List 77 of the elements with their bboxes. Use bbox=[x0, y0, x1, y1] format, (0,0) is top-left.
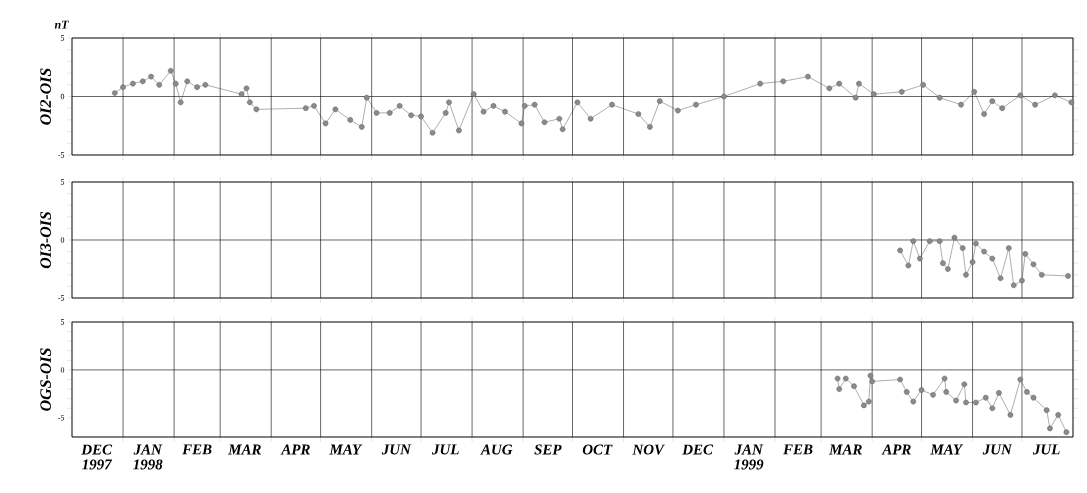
x-tick-label: MAY bbox=[329, 444, 363, 455]
point bbox=[926, 238, 933, 244]
point bbox=[959, 245, 966, 251]
point bbox=[1047, 425, 1053, 432]
point bbox=[1019, 277, 1025, 284]
point bbox=[1007, 412, 1014, 418]
point bbox=[1030, 394, 1037, 401]
x-tick-label: SEP bbox=[534, 444, 562, 455]
x-tick-label: AUG bbox=[480, 444, 513, 455]
point bbox=[940, 260, 946, 266]
point bbox=[930, 392, 936, 398]
point bbox=[982, 394, 989, 401]
x-tick-label: JUN bbox=[381, 444, 412, 455]
point bbox=[953, 397, 959, 404]
chart-title: nT bbox=[54, 20, 69, 29]
point bbox=[963, 399, 969, 406]
point bbox=[1043, 407, 1050, 413]
point bbox=[961, 381, 968, 388]
x-tick-label: DEC 1997 bbox=[81, 444, 113, 470]
x-tick-label: APR bbox=[881, 444, 911, 455]
point bbox=[1006, 245, 1012, 251]
point bbox=[836, 386, 842, 392]
point bbox=[1010, 282, 1017, 289]
point bbox=[989, 255, 996, 262]
point bbox=[869, 378, 875, 385]
x-tick-label: NOV bbox=[632, 444, 666, 455]
point bbox=[973, 240, 979, 247]
point bbox=[905, 262, 912, 269]
point bbox=[945, 266, 951, 272]
point bbox=[1063, 429, 1070, 435]
point bbox=[951, 234, 958, 241]
point bbox=[897, 247, 903, 254]
point bbox=[997, 275, 1004, 282]
point bbox=[963, 272, 969, 278]
x-tick-label: OCT bbox=[582, 444, 613, 455]
point bbox=[897, 376, 903, 383]
x-tick-label: JUN bbox=[982, 444, 1013, 455]
point bbox=[861, 402, 867, 409]
point bbox=[843, 375, 849, 382]
point bbox=[1024, 389, 1030, 395]
x-tick-label: JUL bbox=[432, 444, 459, 455]
point bbox=[989, 405, 996, 412]
x-tick-label: MAR bbox=[228, 444, 261, 455]
x-tick-label: JAN 1998 bbox=[133, 444, 163, 470]
x-tick-label: APR bbox=[280, 444, 310, 455]
point bbox=[918, 387, 925, 393]
point bbox=[903, 389, 910, 395]
point bbox=[1017, 376, 1024, 383]
point bbox=[1030, 261, 1037, 268]
point bbox=[1038, 272, 1045, 278]
point bbox=[910, 238, 917, 244]
point bbox=[910, 398, 917, 405]
point bbox=[917, 255, 923, 262]
point bbox=[866, 398, 872, 405]
point bbox=[1022, 251, 1029, 257]
point bbox=[867, 372, 874, 379]
point bbox=[936, 238, 943, 244]
x-tick-label: FEB bbox=[182, 444, 212, 455]
point bbox=[1055, 412, 1061, 418]
y-axis-title: OI2-OIS bbox=[40, 68, 51, 125]
point bbox=[981, 248, 987, 255]
point bbox=[996, 390, 1002, 396]
x-tick-label: FEB bbox=[783, 444, 813, 455]
y-axis-title: OI3-OIS bbox=[40, 211, 51, 269]
point bbox=[851, 383, 857, 389]
x-tick-label: JUL bbox=[1032, 444, 1060, 455]
x-tick-label: MAY bbox=[930, 444, 964, 455]
x-tick-label: JAN 1999 bbox=[734, 444, 764, 470]
point bbox=[943, 389, 950, 395]
point bbox=[973, 399, 979, 406]
point bbox=[834, 375, 841, 382]
point bbox=[941, 375, 948, 382]
x-tick-label: MAR bbox=[828, 444, 862, 455]
point bbox=[1065, 273, 1071, 279]
y-axis-title: OGS-OIS bbox=[40, 348, 51, 411]
x-tick-label: DEC bbox=[682, 444, 714, 455]
point bbox=[969, 259, 976, 265]
